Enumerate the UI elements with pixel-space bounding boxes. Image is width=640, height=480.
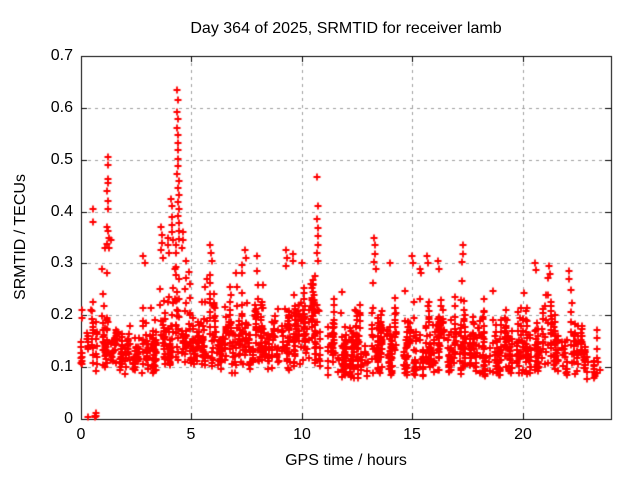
x-tick-label: 10 — [293, 426, 311, 443]
y-tick-label: 0.1 — [50, 358, 73, 375]
x-tick-label: 0 — [76, 426, 86, 443]
x-axis-label: GPS time / hours — [285, 452, 407, 469]
x-tick-label: 15 — [403, 426, 421, 443]
chart-title: Day 364 of 2025, SRMTID for receiver lam… — [190, 20, 502, 37]
y-tick-label: 0.2 — [50, 306, 73, 323]
y-tick-label: 0.4 — [50, 203, 73, 220]
y-tick-label: 0.6 — [50, 99, 73, 116]
x-tick-label: 20 — [514, 426, 532, 443]
y-tick-label: 0.3 — [50, 254, 73, 271]
y-axis-label: SRMTID / TECUs — [12, 174, 29, 300]
x-tick-label: 5 — [186, 426, 196, 443]
y-tick-label: 0 — [64, 410, 73, 427]
y-tick-label: 0.5 — [50, 151, 73, 168]
y-tick-label: 0.7 — [50, 47, 73, 64]
